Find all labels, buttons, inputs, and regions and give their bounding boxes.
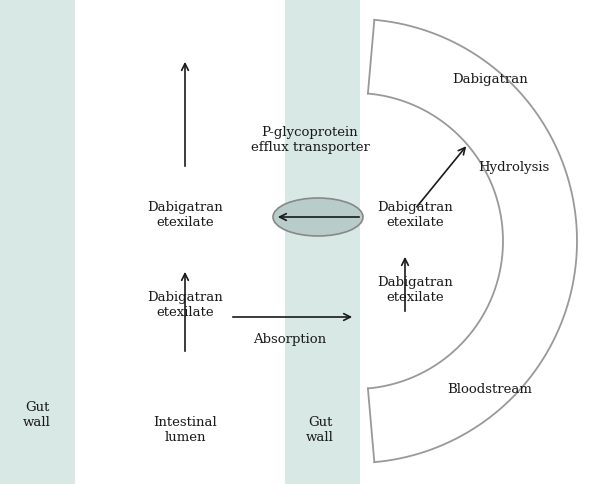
Text: Dabigatran
etexilate: Dabigatran etexilate — [377, 275, 453, 303]
Bar — [285, 0, 360, 484]
Text: Dabigatran
etexilate: Dabigatran etexilate — [147, 200, 223, 228]
Text: Dabigatran: Dabigatran — [452, 74, 528, 86]
Ellipse shape — [273, 198, 363, 237]
Text: Gut
wall: Gut wall — [23, 400, 51, 428]
Text: P-glycoprotein
efflux transporter: P-glycoprotein efflux transporter — [251, 126, 370, 154]
Text: Bloodstream: Bloodstream — [448, 383, 532, 396]
Text: Gut
wall: Gut wall — [306, 415, 334, 443]
Text: Intestinal
lumen: Intestinal lumen — [153, 415, 217, 443]
Bar — [0, 0, 75, 484]
Text: Dabigatran
etexilate: Dabigatran etexilate — [147, 290, 223, 318]
Text: Absorption: Absorption — [253, 333, 326, 346]
Text: Hydrolysis: Hydrolysis — [478, 161, 549, 174]
Text: Dabigatran
etexilate: Dabigatran etexilate — [377, 200, 453, 228]
